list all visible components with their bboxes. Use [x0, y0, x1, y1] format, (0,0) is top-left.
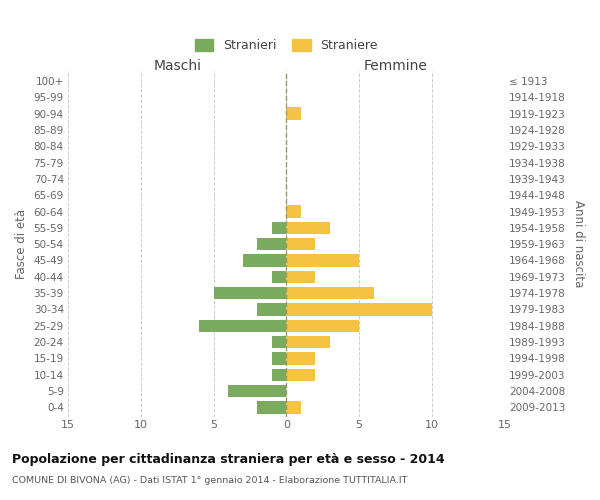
Bar: [286, 206, 301, 218]
Y-axis label: Fasce di età: Fasce di età: [15, 209, 28, 279]
Bar: [286, 270, 316, 283]
Bar: [199, 320, 286, 332]
Bar: [272, 368, 286, 381]
Bar: [286, 402, 301, 413]
Bar: [286, 304, 432, 316]
Bar: [272, 352, 286, 364]
Bar: [286, 222, 330, 234]
Legend: Stranieri, Straniere: Stranieri, Straniere: [194, 40, 378, 52]
Text: Maschi: Maschi: [153, 58, 201, 72]
Bar: [286, 238, 316, 250]
Bar: [257, 304, 286, 316]
Text: Popolazione per cittadinanza straniera per età e sesso - 2014: Popolazione per cittadinanza straniera p…: [12, 452, 445, 466]
Bar: [242, 254, 286, 266]
Bar: [272, 336, 286, 348]
Bar: [257, 238, 286, 250]
Bar: [257, 402, 286, 413]
Bar: [286, 108, 301, 120]
Y-axis label: Anni di nascita: Anni di nascita: [572, 200, 585, 288]
Bar: [228, 385, 286, 397]
Bar: [286, 320, 359, 332]
Bar: [286, 254, 359, 266]
Bar: [286, 352, 316, 364]
Text: Femmine: Femmine: [364, 58, 427, 72]
Bar: [214, 287, 286, 300]
Bar: [286, 287, 374, 300]
Bar: [272, 270, 286, 283]
Text: COMUNE DI BIVONA (AG) - Dati ISTAT 1° gennaio 2014 - Elaborazione TUTTITALIA.IT: COMUNE DI BIVONA (AG) - Dati ISTAT 1° ge…: [12, 476, 407, 485]
Bar: [286, 336, 330, 348]
Bar: [286, 368, 316, 381]
Bar: [272, 222, 286, 234]
